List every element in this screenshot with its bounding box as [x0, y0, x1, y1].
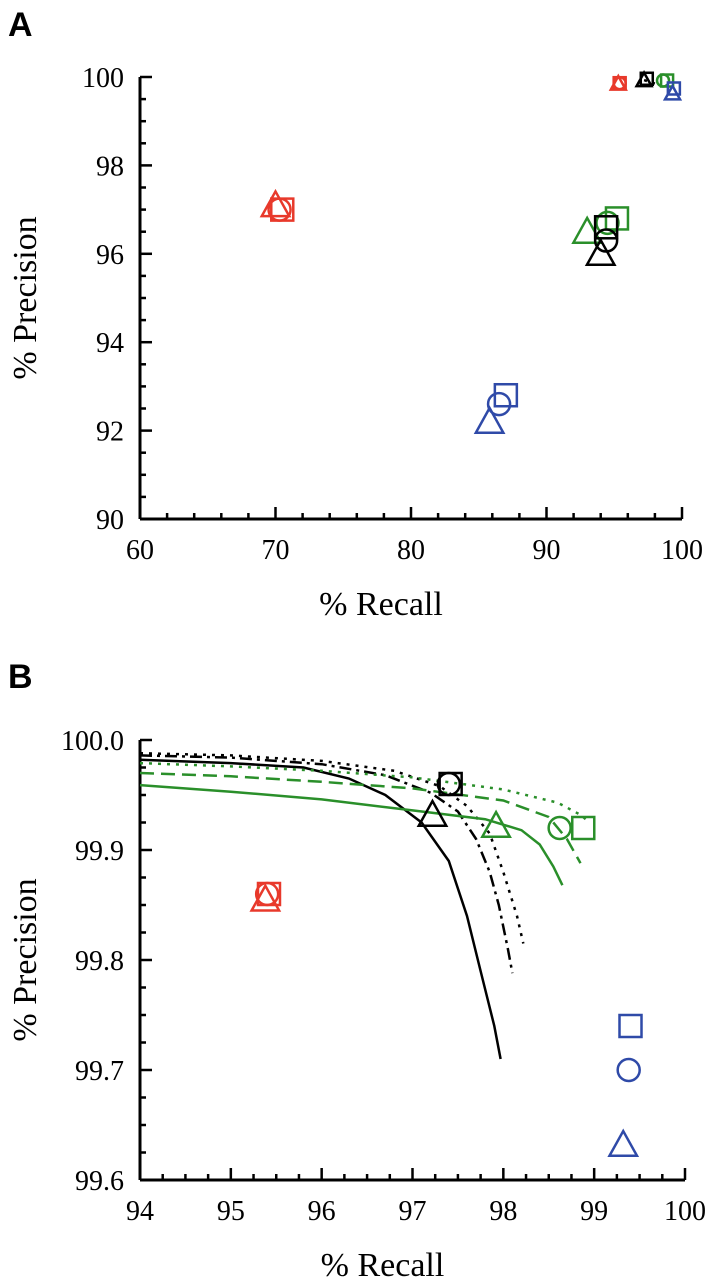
circle-marker [616, 1057, 641, 1083]
x-tick-label: 98 [489, 1196, 517, 1227]
series-curve [139, 758, 502, 1060]
panel-a-chart: 60 70 80 90 100 90 92 94 96 98 100 % Recall % Precis… [7, 63, 703, 623]
y-tick-label: 99.8 [75, 946, 124, 977]
series-curve [139, 761, 591, 824]
x-tick-label: 90 [533, 535, 561, 566]
square-marker [618, 1013, 643, 1039]
panel-b-letter: B [8, 658, 33, 696]
y-tick-label: 92 [96, 417, 124, 448]
x-tick-label: 97 [399, 1196, 427, 1227]
y-axis-label: % Precision [7, 878, 44, 1041]
y-axis-label: % Precision [7, 216, 44, 379]
series-curve [139, 754, 514, 974]
x-tick-label: 94 [126, 1196, 154, 1227]
square-marker [593, 215, 619, 240]
y-tick-label: 94 [96, 328, 124, 359]
circle-marker [595, 210, 620, 236]
y-tick-label: 98 [96, 151, 124, 182]
circle-marker [547, 815, 572, 841]
panel-a-letter: A [8, 6, 33, 44]
x-axis-label: % Recall [321, 1247, 445, 1280]
series-curve [139, 783, 564, 886]
y-tick-label: 99.6 [75, 1166, 124, 1197]
series-curve [139, 771, 582, 864]
x-axis-label: % Recall [319, 586, 443, 623]
x-tick-label: 80 [397, 535, 425, 566]
y-tick-label: 99.7 [75, 1056, 124, 1087]
circle-marker [254, 881, 280, 907]
x-tick-label: 96 [308, 1196, 336, 1227]
y-tick-label: 90 [96, 505, 124, 536]
y-tick-label: 99.9 [75, 836, 124, 867]
y-tick-label: 100.0 [61, 726, 124, 757]
panel-b-chart: 94 95 96 97 98 99 100 99.6 99.7 99.8 99.9 100.0 % Re… [7, 726, 706, 1280]
x-tick-label: 100 [661, 535, 703, 566]
triangle-marker [662, 83, 683, 101]
x-tick-label: 99 [580, 1196, 608, 1227]
circle-marker [436, 771, 462, 797]
y-tick-label: 100 [82, 63, 124, 94]
triangle-marker [473, 405, 506, 435]
x-tick-label: 100 [664, 1196, 706, 1227]
x-tick-label: 70 [262, 535, 290, 566]
triangle-marker [608, 73, 628, 91]
triangle-marker [584, 237, 617, 267]
square-marker [666, 81, 682, 96]
triangle-marker [416, 798, 449, 828]
x-tick-label: 60 [126, 535, 154, 566]
triangle-marker [249, 883, 282, 912]
circle-marker [486, 391, 512, 417]
square-marker [571, 815, 596, 841]
series-curve [139, 751, 525, 944]
triangle-marker [259, 188, 292, 218]
x-tick-label: 95 [217, 1196, 245, 1227]
triangle-marker [607, 1128, 640, 1158]
circle-marker [655, 73, 671, 88]
triangle-marker [634, 70, 654, 88]
y-tick-label: 96 [96, 240, 124, 271]
triangle-marker [480, 809, 512, 839]
